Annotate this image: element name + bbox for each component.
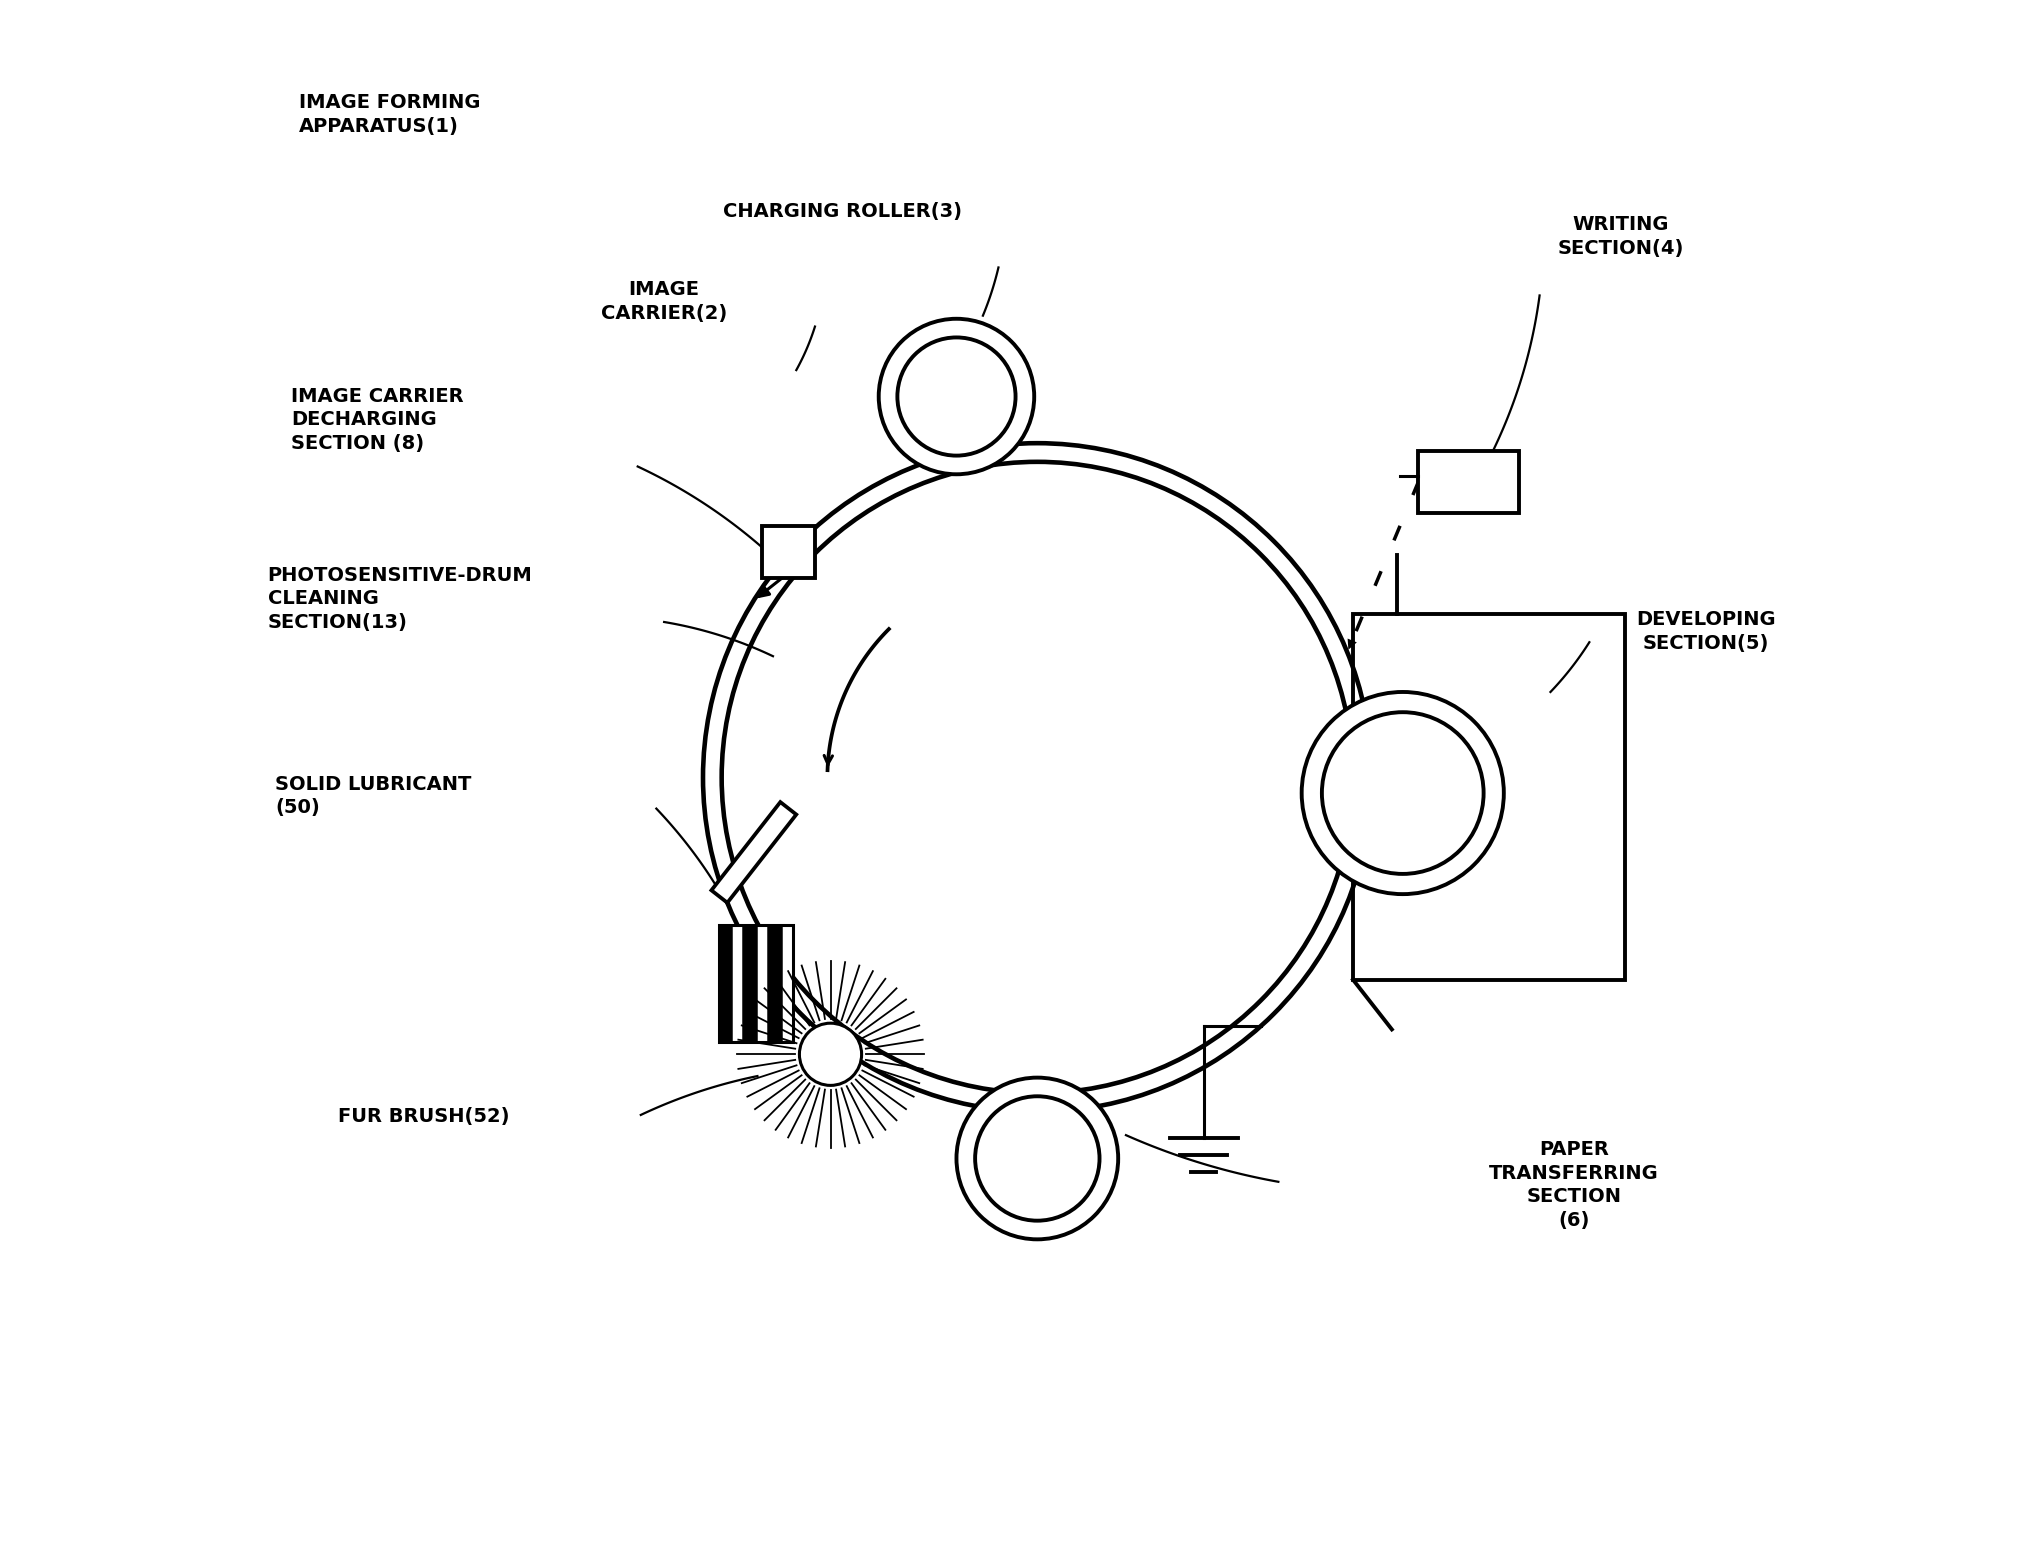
Bar <box>763 526 815 578</box>
Bar <box>1353 614 1624 980</box>
Text: PHOTOSENSITIVE-DRUM
CLEANING
SECTION(13): PHOTOSENSITIVE-DRUM CLEANING SECTION(13) <box>268 566 531 631</box>
Text: WRITING
SECTION(4): WRITING SECTION(4) <box>1558 215 1683 258</box>
Bar <box>769 925 781 1042</box>
Circle shape <box>799 1023 862 1085</box>
Text: IMAGE CARRIER
DECHARGING
SECTION (8): IMAGE CARRIER DECHARGING SECTION (8) <box>290 387 464 453</box>
Bar <box>718 925 730 1042</box>
Bar <box>744 925 756 1042</box>
Text: CHARGING ROLLER(3): CHARGING ROLLER(3) <box>724 202 963 221</box>
Circle shape <box>957 1078 1117 1239</box>
Polygon shape <box>712 802 797 903</box>
Bar <box>718 925 793 1042</box>
Circle shape <box>1302 692 1505 894</box>
Circle shape <box>878 319 1034 474</box>
Text: SOLID LUBRICANT
(50): SOLID LUBRICANT (50) <box>276 774 473 818</box>
Text: IMAGE FORMING
APPARATUS(1): IMAGE FORMING APPARATUS(1) <box>298 93 481 135</box>
Text: IMAGE
CARRIER(2): IMAGE CARRIER(2) <box>600 280 728 323</box>
Text: FUR BRUSH(52): FUR BRUSH(52) <box>337 1107 509 1126</box>
Bar <box>1418 451 1519 513</box>
Text: DEVELOPING
SECTION(5): DEVELOPING SECTION(5) <box>1637 610 1777 653</box>
Text: PAPER
TRANSFERRING
SECTION
(6): PAPER TRANSFERRING SECTION (6) <box>1489 1140 1659 1230</box>
